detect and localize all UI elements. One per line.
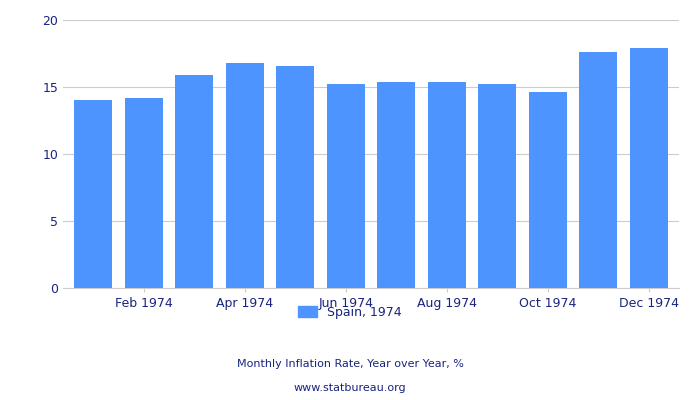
- Bar: [327, 84, 365, 288]
- Bar: [580, 52, 617, 288]
- Bar: [125, 98, 162, 288]
- Bar: [74, 100, 112, 288]
- Bar: [175, 75, 214, 288]
- Bar: [528, 92, 567, 288]
- Text: Monthly Inflation Rate, Year over Year, %: Monthly Inflation Rate, Year over Year, …: [237, 359, 463, 369]
- Text: www.statbureau.org: www.statbureau.org: [294, 383, 406, 393]
- Bar: [377, 82, 415, 288]
- Bar: [428, 82, 466, 288]
- Bar: [276, 66, 314, 288]
- Legend: Spain, 1974: Spain, 1974: [293, 301, 407, 324]
- Bar: [478, 84, 516, 288]
- Bar: [226, 63, 264, 288]
- Bar: [630, 48, 668, 288]
